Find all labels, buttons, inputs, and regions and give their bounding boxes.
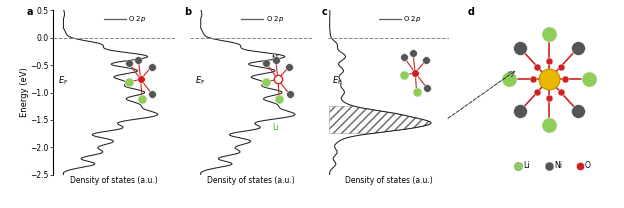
Text: Li: Li	[272, 123, 279, 131]
Text: O 2$p$: O 2$p$	[266, 14, 284, 24]
Text: O: O	[585, 161, 591, 171]
Text: c: c	[321, 7, 327, 17]
Text: O 2$p$: O 2$p$	[403, 14, 421, 24]
Text: $E_\mathrm{F}$: $E_\mathrm{F}$	[195, 74, 205, 87]
Text: $E_\mathrm{F}$: $E_\mathrm{F}$	[333, 74, 343, 87]
X-axis label: Density of states (a.u.): Density of states (a.u.)	[70, 176, 158, 185]
Text: O 2$p$: O 2$p$	[129, 14, 147, 24]
Text: d: d	[468, 7, 475, 17]
X-axis label: Density of states (a.u.): Density of states (a.u.)	[207, 176, 295, 185]
Text: Li: Li	[524, 161, 530, 171]
Text: b: b	[184, 7, 192, 17]
Y-axis label: Energy (eV): Energy (eV)	[20, 68, 29, 118]
X-axis label: Density of states (a.u.): Density of states (a.u.)	[344, 176, 432, 185]
Text: a: a	[26, 7, 33, 17]
Text: Ni: Ni	[271, 55, 280, 64]
Text: Ni: Ni	[554, 161, 562, 171]
Text: $E_\mathrm{F}$: $E_\mathrm{F}$	[58, 74, 68, 87]
